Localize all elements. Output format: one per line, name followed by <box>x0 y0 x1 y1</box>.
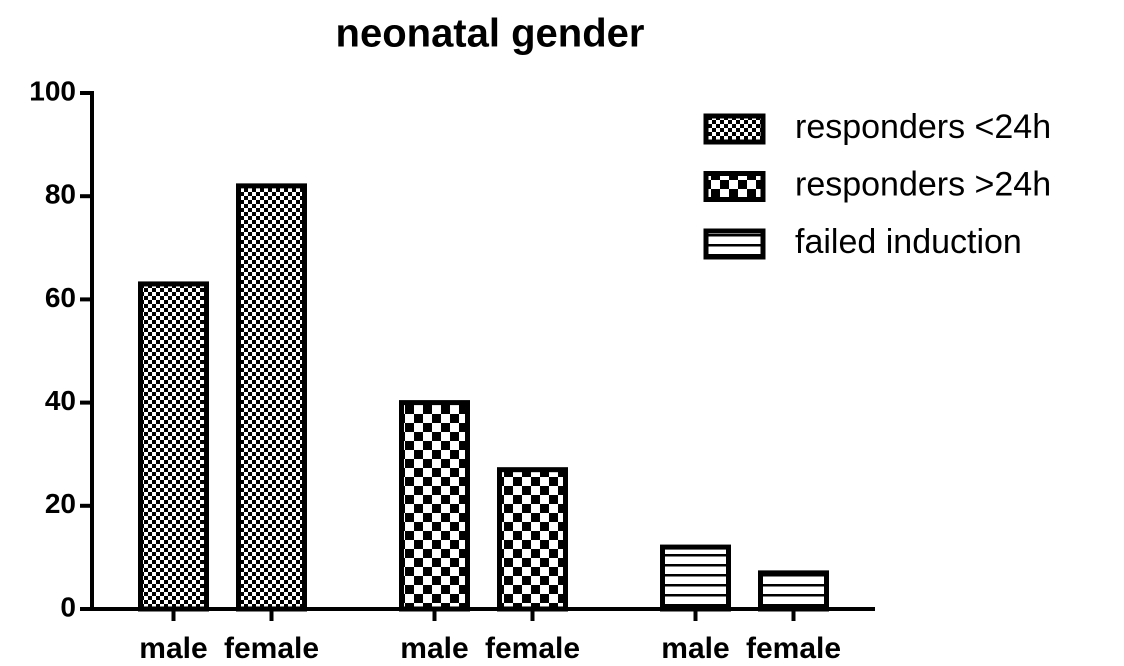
y-tick-label: 80 <box>45 179 76 210</box>
legend-label: failed induction <box>795 223 1022 261</box>
bar <box>758 570 829 612</box>
x-tick-label: female <box>746 632 841 665</box>
chart-title: neonatal gender <box>336 12 645 56</box>
y-tick-label: 20 <box>45 488 76 519</box>
legend-label: responders <24h <box>795 108 1051 146</box>
legend-swatch <box>703 113 766 145</box>
legend-swatch <box>703 228 766 260</box>
x-tick-label: female <box>485 632 580 665</box>
bar <box>399 400 470 612</box>
y-tick-label: 0 <box>60 591 76 622</box>
bar <box>138 281 209 612</box>
legend-swatch <box>703 171 766 202</box>
bar <box>236 183 307 612</box>
legend-label: responders >24h <box>795 165 1051 203</box>
x-tick-label: male <box>139 632 207 665</box>
x-tick-label: male <box>400 632 468 665</box>
x-tick-label: female <box>224 632 319 665</box>
y-tick-label: 100 <box>29 75 76 106</box>
bar <box>660 544 731 612</box>
x-tick-label: male <box>661 632 729 665</box>
y-tick-label: 40 <box>45 385 76 416</box>
y-tick-label: 60 <box>45 282 76 313</box>
bar <box>497 467 568 612</box>
